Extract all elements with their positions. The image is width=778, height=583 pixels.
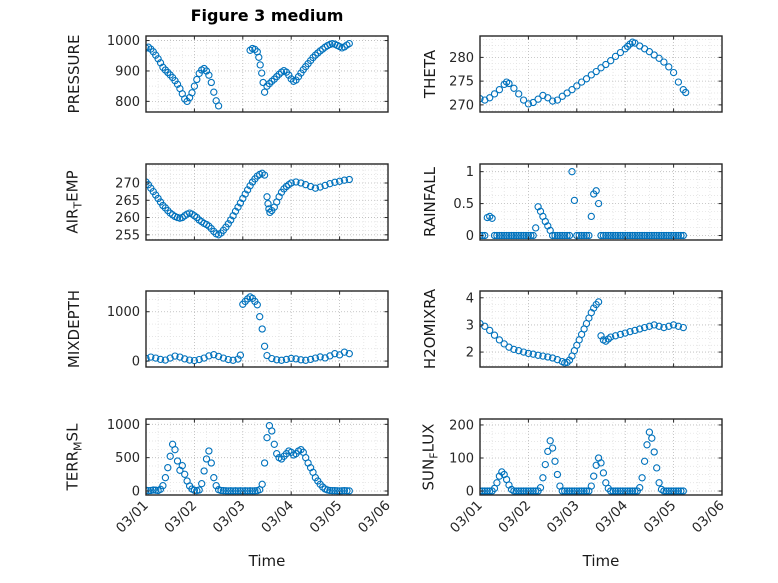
y-tick-labels: 00.51 — [453, 165, 474, 244]
ylabel-air_temp: AIRTEMP — [63, 170, 85, 234]
svg-text:03/06: 03/06 — [355, 498, 394, 537]
axes-box — [145, 163, 389, 241]
svg-text:3: 3 — [466, 318, 474, 333]
scatter-points — [480, 298, 687, 367]
tick-marks — [145, 164, 389, 240]
svg-text:03/02: 03/02 — [161, 498, 200, 537]
plot-mixdepth: 0 1000 — [107, 290, 389, 370]
plot-h2omixra: 2 3 4 — [466, 290, 723, 368]
plot-sun_flux: 0 100 200 03/01 03/02 03/03 03/04 03/05 03/06 — [447, 418, 728, 537]
axes-box — [145, 290, 389, 368]
y-tick-labels: 0 100 200 — [449, 418, 474, 499]
svg-text:260: 260 — [115, 211, 140, 226]
x-tick-labels: 03/01 03/02 03/03 03/04 03/05 03/06 — [447, 498, 728, 537]
x-axis-label-right: Time — [582, 552, 620, 570]
ylabel-terr_msl: TERRMSL — [63, 423, 85, 491]
svg-text:275: 275 — [449, 75, 474, 90]
svg-text:500: 500 — [115, 451, 140, 466]
axes-box — [479, 35, 723, 113]
svg-text:270: 270 — [115, 177, 140, 192]
svg-text:0: 0 — [132, 485, 140, 500]
svg-text:2: 2 — [466, 346, 474, 361]
svg-text:800: 800 — [115, 95, 140, 110]
y-tick-labels: 0 1000 — [107, 305, 140, 369]
svg-text:1: 1 — [466, 165, 474, 180]
svg-text:0: 0 — [132, 355, 140, 370]
axes-box — [145, 35, 389, 113]
x-axis-label-left: Time — [248, 552, 286, 570]
major-grid — [146, 36, 388, 112]
svg-text:0.5: 0.5 — [453, 197, 474, 212]
figure-title: Figure 3 medium — [190, 6, 344, 25]
ylabel-rainfall: RAINFALL — [421, 167, 439, 237]
ylabel-sun_flux: SUNFLUX — [419, 423, 441, 491]
svg-text:03/06: 03/06 — [689, 498, 728, 537]
y-tick-labels: 270 275 280 — [449, 51, 474, 114]
scatter-points — [146, 169, 353, 239]
svg-text:0: 0 — [466, 485, 474, 500]
tick-marks — [479, 36, 723, 112]
svg-text:1000: 1000 — [107, 34, 140, 49]
svg-text:200: 200 — [449, 418, 474, 433]
svg-text:03/04: 03/04 — [258, 498, 297, 537]
svg-text:1000: 1000 — [107, 305, 140, 320]
plot-pressure: 800 900 1000 — [107, 34, 389, 113]
axes-box — [479, 418, 723, 496]
ylabel-pressure: PRESSURE — [65, 34, 83, 114]
tick-marks — [479, 291, 723, 367]
axes-box — [479, 163, 723, 241]
plot-terr_msl: 0 500 1000 03/01 03/02 03/03 03/04 03/05 03/06 — [107, 418, 394, 537]
y-tick-labels: 0 500 1000 — [107, 418, 140, 500]
svg-text:03/01: 03/01 — [447, 498, 486, 537]
svg-text:280: 280 — [449, 51, 474, 66]
tick-marks — [145, 419, 389, 495]
svg-text:900: 900 — [115, 64, 140, 79]
scatter-points — [480, 428, 687, 495]
plot-area — [146, 164, 388, 240]
tick-marks — [145, 291, 389, 367]
scatter-points — [480, 168, 687, 240]
tick-marks — [479, 419, 723, 495]
svg-text:0: 0 — [466, 229, 474, 244]
svg-text:03/05: 03/05 — [307, 498, 346, 537]
plot-area — [480, 36, 722, 112]
axes-box — [145, 418, 389, 496]
tick-marks — [145, 36, 389, 112]
y-tick-labels: 800 900 1000 — [107, 34, 140, 110]
svg-text:4: 4 — [466, 291, 474, 306]
y-tick-labels: 2 3 4 — [466, 291, 474, 360]
plot-theta: 270 275 280 — [449, 35, 723, 114]
svg-text:03/04: 03/04 — [592, 498, 631, 537]
ylabel-theta: THETA — [421, 49, 439, 99]
svg-text:270: 270 — [449, 98, 474, 113]
svg-text:255: 255 — [115, 228, 140, 243]
scatter-points — [146, 422, 353, 495]
svg-text:03/05: 03/05 — [641, 498, 680, 537]
svg-text:03/01: 03/01 — [113, 498, 152, 537]
tick-marks — [479, 164, 723, 240]
svg-text:03/02: 03/02 — [495, 498, 534, 537]
svg-text:03/03: 03/03 — [210, 498, 249, 537]
major-grid — [146, 164, 388, 240]
y-tick-labels: 255 260 265 270 — [115, 177, 140, 244]
plot-air_temp: 255 260 265 270 — [115, 163, 389, 244]
plot-area — [146, 419, 388, 495]
minor-grid — [480, 164, 722, 240]
x-tick-labels: 03/01 03/02 03/03 03/04 03/05 03/06 — [113, 498, 394, 537]
svg-text:100: 100 — [449, 451, 474, 466]
axes-box — [479, 290, 723, 368]
svg-text:265: 265 — [115, 194, 140, 209]
svg-text:03/03: 03/03 — [544, 498, 583, 537]
ylabel-h2omixra: H2OMIXRA — [421, 288, 439, 370]
svg-text:1000: 1000 — [107, 418, 140, 433]
ylabel-mixdepth: MIXDEPTH — [65, 289, 83, 369]
plot-rainfall: 00.51 — [453, 163, 723, 244]
